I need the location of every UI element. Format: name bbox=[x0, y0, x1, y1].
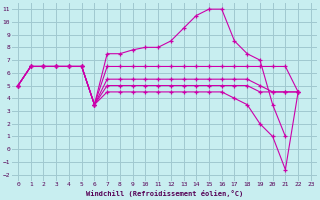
X-axis label: Windchill (Refroidissement éolien,°C): Windchill (Refroidissement éolien,°C) bbox=[86, 190, 243, 197]
